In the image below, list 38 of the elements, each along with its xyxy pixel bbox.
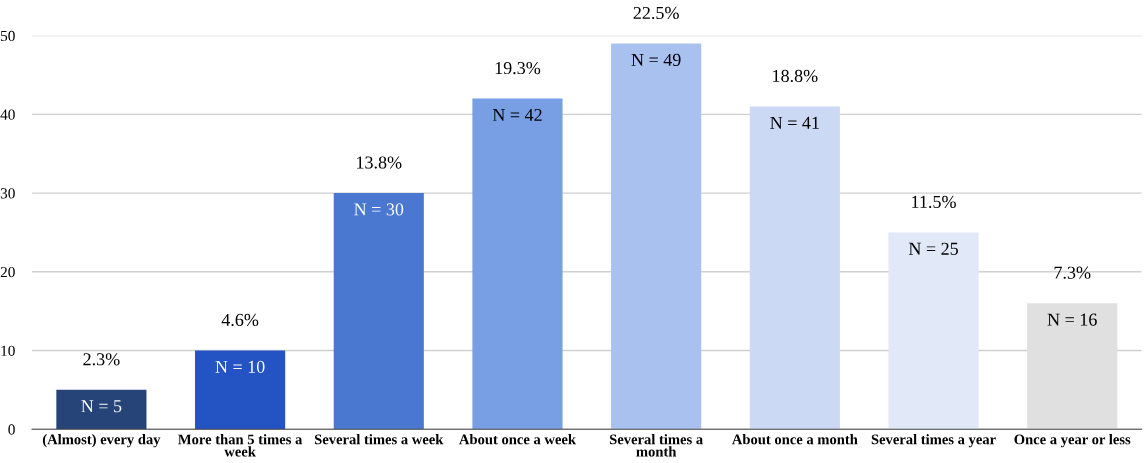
y-tick-label: 30: [0, 188, 15, 199]
data-label: N = 16: [1047, 313, 1097, 326]
bar: [888, 232, 979, 430]
annotation: 18.8%: [773, 69, 818, 83]
x-tick-label: More than 5 times a week: [178, 434, 303, 457]
bar: [56, 389, 147, 430]
x-tick-label: (Almost) every day: [42, 434, 161, 448]
bar: [195, 350, 286, 430]
bar: [749, 106, 840, 430]
data-label: N = 49: [631, 53, 681, 66]
annotation: 7.3%: [1054, 266, 1091, 279]
y-tick-label: 20: [0, 266, 15, 278]
x-tick-label: About once a week: [459, 434, 576, 445]
y-tick-label: 0: [8, 424, 15, 435]
annotation: 19.3%: [495, 61, 541, 75]
x-tick-label: Several times a year: [871, 434, 996, 448]
data-label: N = 42: [492, 108, 542, 121]
annotation: 11.5%: [912, 195, 956, 208]
y-tick-label: 50: [1, 30, 15, 42]
bar: [472, 98, 563, 430]
data-label: N = 5: [81, 400, 122, 413]
bar: [1027, 303, 1118, 430]
bar: [333, 193, 424, 430]
data-label: N = 10: [215, 360, 265, 373]
x-tick-label: About once a month: [731, 434, 858, 445]
y-tick-label: 40: [0, 109, 15, 120]
y-tick-label: 10: [1, 345, 15, 356]
annotation: 13.8%: [357, 156, 402, 169]
annotation: 4.6%: [221, 313, 259, 327]
x-tick-label: Several times a month: [609, 434, 703, 457]
data-label: N = 30: [354, 203, 404, 216]
x-tick-label: Once a year or less: [1014, 434, 1131, 448]
x-tick-label: Several times a week: [314, 434, 444, 445]
annotation: 2.3%: [83, 353, 120, 366]
bar: [611, 43, 702, 430]
data-label: N = 25: [908, 242, 958, 255]
annotation: 22.5%: [633, 6, 679, 20]
data-label: N = 41: [770, 116, 819, 129]
